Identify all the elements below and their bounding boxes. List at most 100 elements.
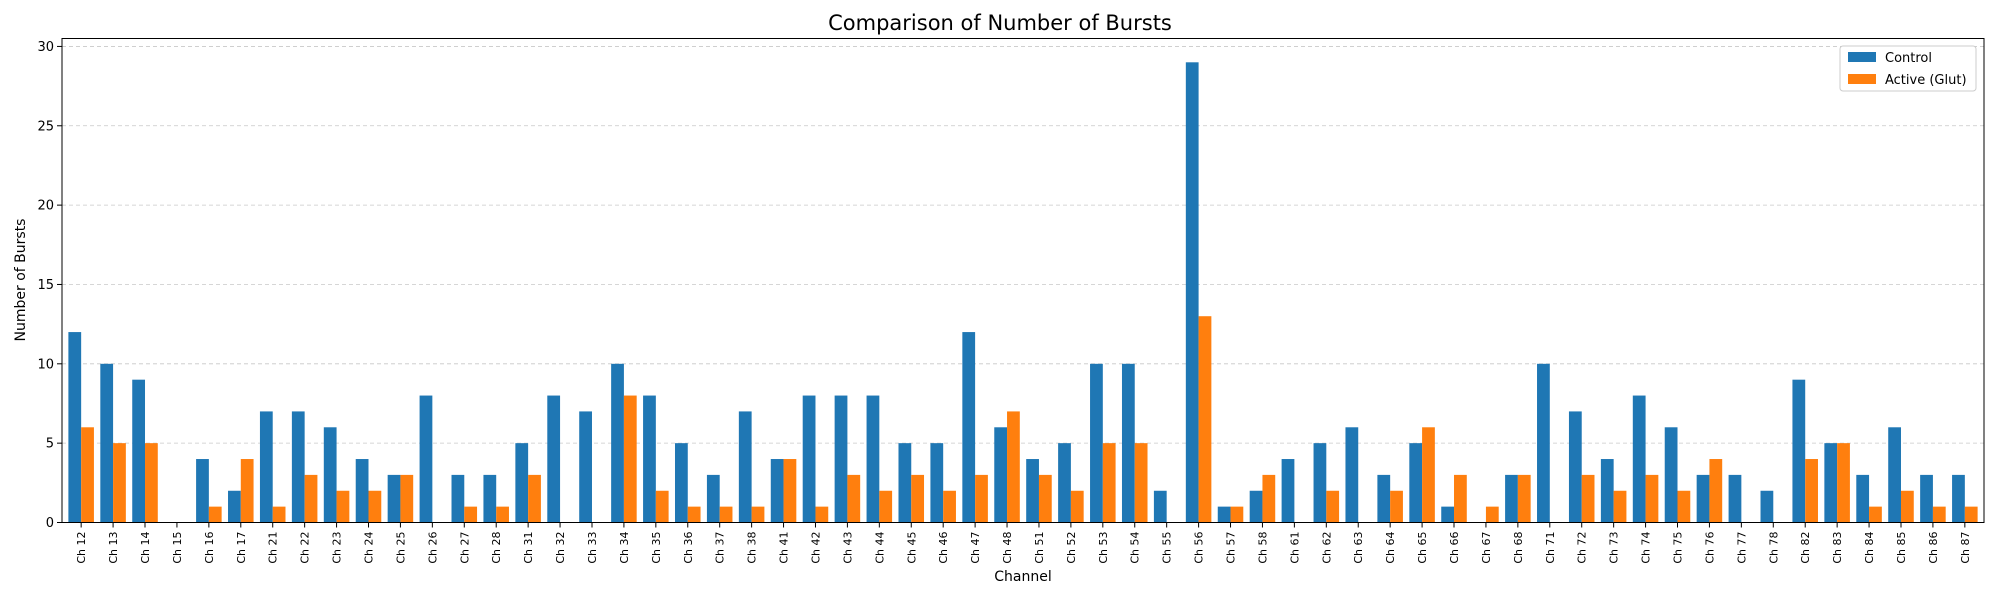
x-tick-label: Ch 42	[809, 532, 822, 564]
x-tick-label: Ch 14	[139, 532, 152, 564]
bar-active-glut	[783, 459, 797, 523]
x-tick-label: Ch 48	[1001, 532, 1014, 564]
x-tick-label: Ch 78	[1767, 532, 1780, 564]
bars	[68, 62, 1978, 523]
bar-active-glut	[400, 474, 414, 523]
x-tick-label: Ch 24	[362, 532, 375, 564]
x-tick-label: Ch 82	[1799, 532, 1812, 564]
x-tick-label: Ch 28	[490, 532, 503, 564]
x-tick-label: Ch 58	[1256, 532, 1269, 564]
x-tick-label: Ch 26	[426, 532, 439, 564]
bar-control	[1856, 474, 1870, 523]
chart-title: Comparison of Number of Bursts	[828, 11, 1172, 35]
x-tick-label: Ch 54	[1129, 532, 1142, 564]
legend-label-control: Control	[1885, 51, 1932, 66]
x-tick-label: Ch 68	[1512, 532, 1525, 564]
bar-active-glut	[1613, 490, 1627, 523]
bar-control	[1026, 459, 1039, 523]
bar-control	[419, 395, 433, 523]
x-tick-label: Ch 41	[778, 532, 791, 564]
bar-active-glut	[751, 506, 765, 523]
bar-control	[68, 332, 82, 523]
bar-active-glut	[240, 459, 254, 523]
bar-control	[1632, 395, 1646, 523]
x-tick-label: Ch 25	[394, 532, 407, 564]
plot-frame	[61, 38, 1985, 523]
legend-swatch-control	[1848, 52, 1876, 62]
bar-control	[1121, 363, 1135, 523]
x-tick-label: Ch 85	[1895, 532, 1908, 564]
x-tick-label: Ch 38	[746, 532, 759, 564]
bar-active-glut	[975, 474, 988, 523]
bar-control	[866, 395, 880, 523]
bar-active-glut	[1517, 474, 1531, 523]
x-tick-label: Ch 17	[235, 532, 248, 564]
bar-active-glut	[496, 506, 509, 523]
x-tick-label: Ch 87	[1959, 532, 1972, 564]
bar-control	[1377, 474, 1391, 523]
bar-control	[291, 411, 305, 523]
bar-active-glut	[1837, 443, 1850, 523]
bar-active-glut	[464, 506, 478, 523]
x-tick-label: Ch 67	[1480, 532, 1493, 564]
y-tick-label: 10	[37, 357, 54, 372]
bar-control	[1568, 411, 1582, 523]
bar-active-glut	[272, 506, 286, 523]
bar-active-glut	[1805, 459, 1818, 523]
bar-control	[643, 395, 656, 523]
bar-active-glut	[1645, 474, 1659, 523]
x-tick-label: Ch 83	[1831, 532, 1844, 564]
bar-active-glut	[1390, 490, 1403, 523]
y-tick-label: 15	[37, 278, 54, 293]
y-axis-ticks: 0 5 10 15 20 25 30	[37, 40, 62, 531]
bar-active-glut	[368, 490, 382, 523]
bar-active-glut	[943, 490, 956, 523]
bar-control	[1600, 459, 1614, 523]
bar-control	[483, 474, 497, 523]
bar-active-glut	[113, 443, 126, 523]
x-tick-label: Ch 86	[1927, 532, 1940, 564]
x-tick-label: Ch 66	[1448, 532, 1461, 564]
bar-active-glut	[1932, 506, 1946, 523]
x-tick-label: Ch 73	[1608, 532, 1621, 564]
bar-control	[1441, 506, 1455, 523]
bar-active-glut	[911, 474, 925, 523]
x-tick-label: Ch 84	[1863, 532, 1876, 564]
x-axis-ticks: Ch 12 Ch 13 Ch 14 Ch 15 Ch 16 Ch 17 Ch 21 Ch 22…	[75, 522, 1972, 564]
bar-control	[1249, 490, 1263, 523]
bar-control	[1185, 62, 1199, 523]
bar-active-glut	[815, 506, 829, 523]
x-tick-label: Ch 65	[1416, 532, 1429, 564]
bar-active-glut	[1070, 490, 1084, 523]
bar-control	[259, 411, 273, 523]
x-tick-label: Ch 21	[267, 532, 280, 564]
bar-active-glut	[1326, 490, 1340, 523]
x-tick-label: Ch 34	[618, 532, 631, 564]
x-tick-label: Ch 46	[937, 532, 950, 564]
bar-control	[770, 459, 784, 523]
bar-active-glut	[879, 490, 893, 523]
bar-active-glut	[81, 427, 94, 523]
bar-active-glut	[1007, 411, 1020, 523]
x-tick-label: Ch 51	[1033, 532, 1046, 564]
bar-active-glut	[847, 474, 861, 523]
bar-active-glut	[1964, 506, 1978, 523]
x-tick-label: Ch 45	[905, 532, 918, 564]
bar-active-glut	[1677, 490, 1691, 523]
bar-control	[228, 490, 241, 523]
y-tick-label: 5	[46, 437, 54, 452]
bar-control	[323, 427, 337, 523]
x-tick-label: Ch 53	[1097, 532, 1110, 564]
bar-control	[132, 379, 146, 523]
x-tick-label: Ch 37	[714, 532, 727, 564]
x-tick-label: Ch 22	[299, 532, 312, 564]
bar-control	[515, 443, 529, 523]
y-axis-title: Number of Bursts	[13, 219, 29, 342]
bar-control	[1090, 363, 1103, 523]
bar-control	[1888, 427, 1901, 523]
bar-control	[1058, 443, 1071, 523]
bar-active-glut	[1581, 474, 1595, 523]
bar-control	[1313, 443, 1327, 523]
bar-control	[1345, 427, 1359, 523]
bar-control	[611, 363, 624, 523]
